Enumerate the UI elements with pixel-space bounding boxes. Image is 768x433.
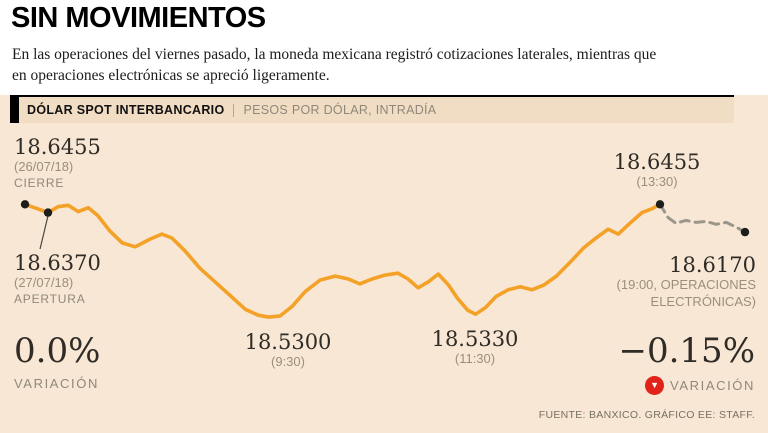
- annotation-high-1330: 18.6455 (13:30): [592, 151, 722, 191]
- electronico-value: 18.6170: [669, 253, 756, 277]
- decrease-arrow-icon: ▼: [645, 376, 665, 395]
- electronico-detail-1: (19:00, OPERACIONES: [616, 276, 756, 292]
- kicker-accent-block: [10, 97, 19, 123]
- source-credit: FUENTE: BANXICO. GRÁFICO EE: STAFF.: [538, 409, 755, 421]
- kicker-label: DÓLAR SPOT INTERBANCARIO: [27, 103, 225, 117]
- kicker-bar: DÓLAR SPOT INTERBANCARIO PESOS POR DÓLAR…: [10, 95, 734, 123]
- variacion-electronica-value: −0.15%: [618, 331, 756, 371]
- low-1130-time: (11:30): [454, 350, 496, 366]
- high-1330-time: (13:30): [636, 173, 678, 189]
- low-930-value: 18.5300: [244, 330, 332, 354]
- stat-variacion-electronica: −0.15% ▼ VARIACIÓN: [618, 331, 756, 395]
- kicker-divider: [233, 103, 235, 117]
- annotation-low-930: 18.5300 (9:30): [223, 331, 353, 371]
- variacion-spot-value: 0.0%: [14, 331, 101, 371]
- low-930-time: (9:30): [271, 353, 305, 369]
- cierre-date: (26/07/18): [14, 158, 74, 174]
- apertura-label: APERTURA: [14, 291, 86, 306]
- kicker-sublabel: PESOS POR DÓLAR, INTRADÍA: [243, 103, 437, 117]
- variacion-spot-label: VARIACIÓN: [14, 376, 99, 391]
- cierre-value: 18.6455: [14, 135, 101, 159]
- variacion-electronica-label: VARIACIÓN: [670, 378, 755, 393]
- page-subtitle: En las operaciones del viernes pasado, l…: [12, 46, 657, 85]
- apertura-value: 18.6370: [14, 251, 101, 275]
- page-title: SIN MOVIMIENTOS: [11, 2, 266, 34]
- annotation-apertura: 18.6370 (27/07/18) APERTURA: [14, 252, 101, 307]
- electronico-detail-2: ELECTRÓNICAS): [650, 293, 756, 309]
- annotation-electronico: 18.6170 (19:00, OPERACIONES ELECTRÓNICAS…: [526, 254, 756, 310]
- low-1130-value: 18.5330: [431, 327, 519, 351]
- cierre-label: CIERRE: [14, 175, 65, 190]
- apertura-date: (27/07/18): [14, 274, 74, 290]
- annotation-cierre: 18.6455 (26/07/18) CIERRE: [14, 136, 101, 191]
- annotation-low-1130: 18.5330 (11:30): [410, 328, 540, 368]
- stat-variacion-spot: 0.0% VARIACIÓN: [14, 334, 100, 391]
- high-1330-value: 18.6455: [613, 150, 701, 174]
